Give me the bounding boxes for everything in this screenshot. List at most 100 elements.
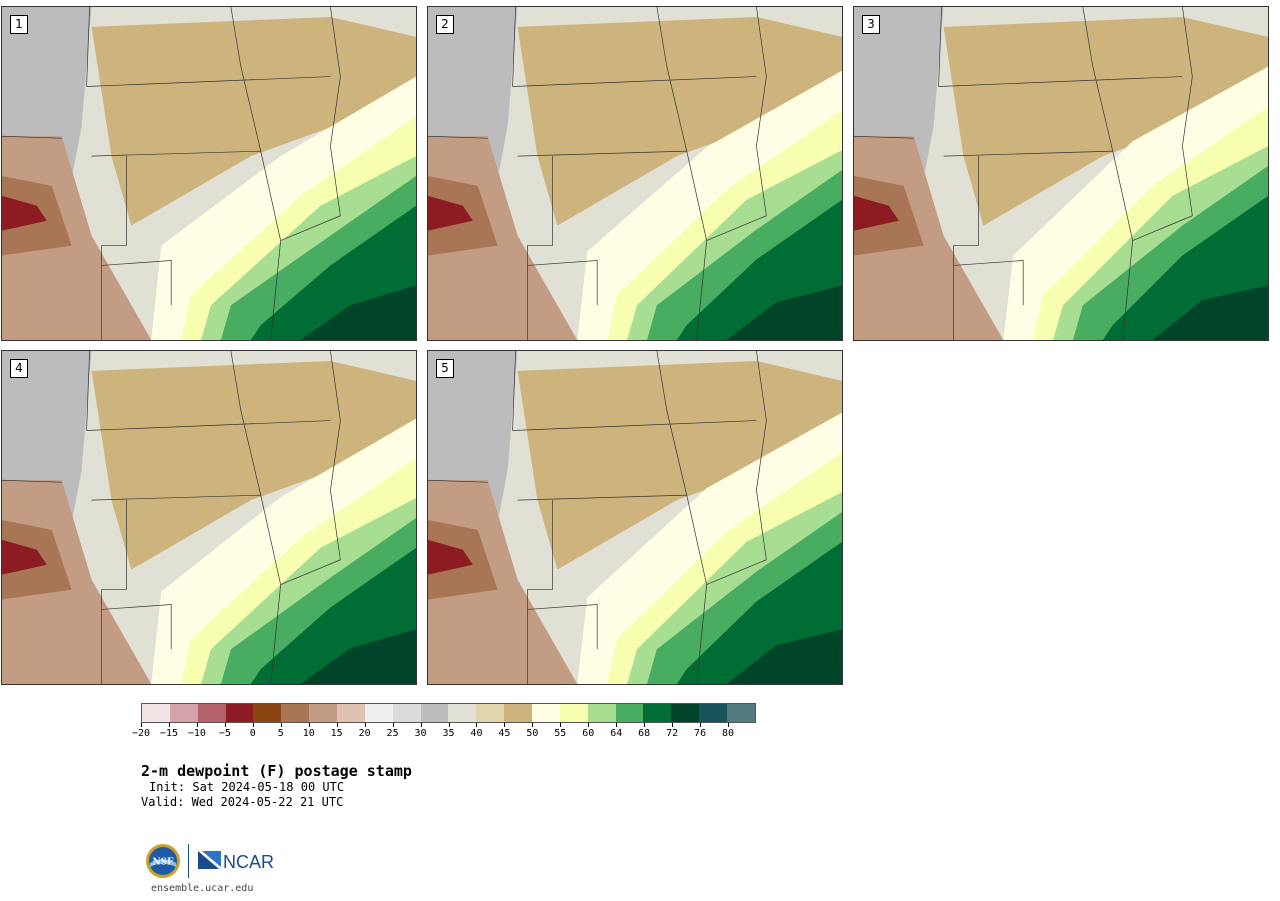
colorbar-segment xyxy=(309,704,338,722)
colorbar-tick-label: 35 xyxy=(442,728,455,739)
colorbar-tick-label: 20 xyxy=(358,728,371,739)
map-4 xyxy=(2,351,416,684)
colorbar-tick xyxy=(644,723,646,727)
colorbar-tick xyxy=(420,723,422,727)
colorbar-tick xyxy=(532,723,534,727)
colorbar-tick xyxy=(224,723,226,727)
colorbar-segment xyxy=(420,704,449,722)
plot-title: 2-m dewpoint (F) postage stamp xyxy=(141,762,412,780)
colorbar-tick-label: −20 xyxy=(131,728,151,739)
deepest-moisture-region xyxy=(726,629,842,684)
colorbar-tick-label: −5 xyxy=(218,728,231,739)
panel-number-5: 5 xyxy=(436,359,454,378)
stamp-panel-1: 1 xyxy=(1,6,417,341)
colorbar-tick xyxy=(504,723,506,727)
colorbar-tick xyxy=(672,723,674,727)
colorbar-tick-label: 76 xyxy=(694,728,707,739)
driest-region xyxy=(428,539,473,575)
colorbar-segment xyxy=(142,704,170,722)
colorbar-tick-label: 60 xyxy=(582,728,595,739)
driest-region xyxy=(854,195,899,231)
state-boundaries xyxy=(428,7,767,340)
deepest-moisture-region xyxy=(300,629,416,684)
colorbar xyxy=(141,703,756,723)
colorbar-tick-label: 5 xyxy=(277,728,284,739)
colorbar-tick-label: 0 xyxy=(249,728,256,739)
state-boundaries xyxy=(854,7,1193,340)
colorbar-segment xyxy=(169,704,198,722)
state-boundaries xyxy=(428,351,767,684)
colorbar-segment xyxy=(727,704,755,722)
colorbar-segment xyxy=(532,704,560,722)
map-3 xyxy=(854,7,1268,340)
svg-text:NCAR: NCAR xyxy=(223,852,273,872)
init-time: Init: Sat 2024-05-18 00 UTC xyxy=(149,780,345,794)
colorbar-tick-label: 72 xyxy=(666,728,679,739)
colorbar-segment xyxy=(671,704,700,722)
colorbar-tick-label: −10 xyxy=(187,728,206,739)
deepest-moisture-region xyxy=(300,285,416,340)
colorbar-tick xyxy=(700,723,702,727)
colorbar-tick-label: 50 xyxy=(526,728,539,739)
colorbar-segment xyxy=(476,704,505,722)
colorbar-segment xyxy=(504,704,533,722)
deepest-moisture-region xyxy=(1152,285,1268,340)
colorbar-tick xyxy=(336,723,338,727)
deepest-moisture-region xyxy=(726,285,842,340)
map-5 xyxy=(428,351,842,684)
colorbar-segment xyxy=(615,704,644,722)
logo-divider xyxy=(188,844,189,878)
stamp-panel-5: 5 xyxy=(427,350,843,685)
site-url: ensemble.ucar.edu xyxy=(151,883,254,894)
colorbar-segment xyxy=(337,704,365,722)
colorbar-tick-label: 45 xyxy=(498,728,511,739)
colorbar-ticks: −20 −15 −10 −5 0 5 10 15 20 25 30 35 40 45 50 55 60 64 68 7… xyxy=(132,723,756,743)
colorbar-tick xyxy=(476,723,478,727)
colorbar-tick-label: 68 xyxy=(638,728,651,739)
colorbar-tick-label: 30 xyxy=(414,728,427,739)
colorbar-segment xyxy=(281,704,310,722)
colorbar-tick xyxy=(252,723,254,727)
colorbar-segment xyxy=(587,704,616,722)
map-1 xyxy=(2,7,416,340)
panel-number-3: 3 xyxy=(862,15,880,34)
colorbar-segment xyxy=(643,704,672,722)
valid-time: Valid: Wed 2024-05-22 21 UTC xyxy=(141,795,344,809)
panel-number-4: 4 xyxy=(10,359,28,378)
colorbar-tick xyxy=(728,723,730,727)
map-2 xyxy=(428,7,842,340)
stamp-panel-3: 3 xyxy=(853,6,1269,341)
colorbar-segment xyxy=(392,704,421,722)
stamp-panel-2: 2 xyxy=(427,6,843,341)
colorbar-tick xyxy=(141,723,142,727)
panel-number-1: 1 xyxy=(10,15,28,34)
colorbar-tick xyxy=(364,723,366,727)
colorbar-segment xyxy=(699,704,728,722)
colorbar-segment xyxy=(197,704,226,722)
colorbar-tick-label: −15 xyxy=(159,728,178,739)
stamp-panel-4: 4 xyxy=(1,350,417,685)
state-boundaries xyxy=(2,351,341,684)
colorbar-tick xyxy=(308,723,310,727)
colorbar-segment xyxy=(225,704,254,722)
nsf-logo: NSF xyxy=(146,844,180,878)
colorbar-tick-label: 80 xyxy=(722,728,735,739)
state-boundaries xyxy=(2,7,341,340)
driest-region xyxy=(2,195,47,231)
colorbar-tick-label: 55 xyxy=(554,728,567,739)
colorbar-tick xyxy=(560,723,562,727)
colorbar-segment xyxy=(448,704,477,722)
driest-region xyxy=(428,195,473,231)
panel-number-2: 2 xyxy=(436,15,454,34)
colorbar-tick xyxy=(280,723,282,727)
colorbar-tick-label: 25 xyxy=(386,728,399,739)
colorbar-tick-label: 10 xyxy=(302,728,315,739)
colorbar-tick xyxy=(392,723,394,727)
colorbar-segment xyxy=(364,704,393,722)
svg-text:NSF: NSF xyxy=(152,858,174,868)
colorbar-tick-label: 40 xyxy=(470,728,483,739)
colorbar-segment xyxy=(253,704,282,722)
driest-region xyxy=(2,539,47,575)
colorbar-tick xyxy=(196,723,198,727)
colorbar-tick-label: 64 xyxy=(610,728,623,739)
